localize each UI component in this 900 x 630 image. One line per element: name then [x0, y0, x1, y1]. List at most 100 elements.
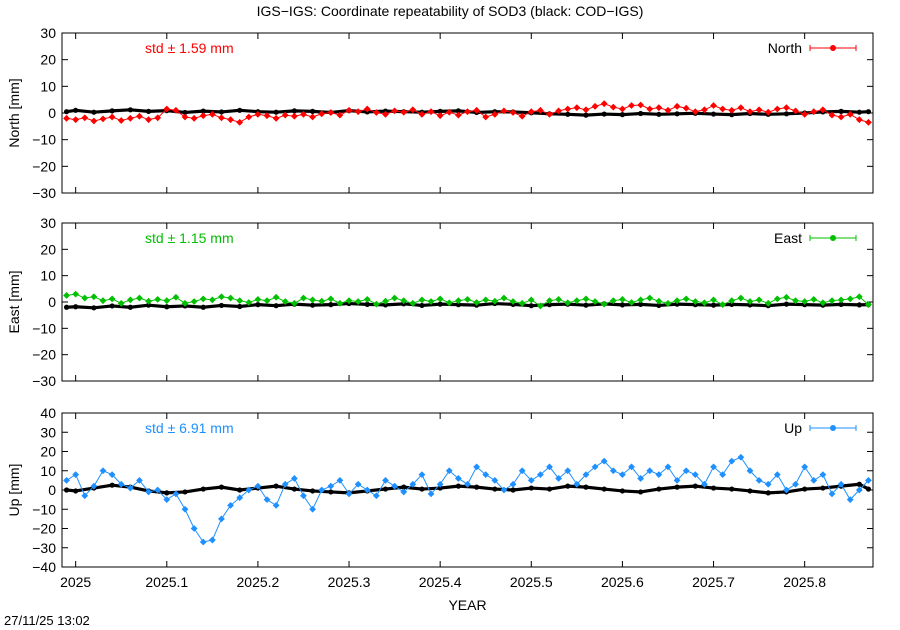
series-point — [691, 471, 699, 478]
series-point — [573, 104, 581, 112]
series-point — [819, 299, 827, 307]
series-point — [837, 480, 845, 488]
series-point — [327, 109, 335, 116]
legend-label: Up — [784, 420, 802, 436]
reference-point — [474, 484, 480, 490]
reference-point — [865, 109, 872, 115]
reference-point — [309, 108, 316, 114]
series-point — [801, 298, 809, 305]
series-point — [145, 488, 152, 496]
series-point — [682, 295, 690, 303]
series-point — [600, 457, 608, 465]
series-point — [783, 486, 790, 494]
series-point — [655, 471, 663, 478]
series-point — [427, 490, 435, 498]
reference-point — [783, 111, 790, 117]
series-point — [728, 106, 736, 114]
series-point — [126, 296, 134, 304]
series-point — [682, 467, 690, 475]
series-point — [81, 294, 89, 302]
reference-point — [710, 111, 717, 117]
series-point — [527, 296, 535, 304]
series-point — [619, 105, 626, 113]
y-tick-label: 20 — [40, 241, 56, 257]
series-point — [673, 297, 681, 305]
series-point — [573, 297, 581, 305]
series-point — [500, 486, 508, 494]
series-point — [99, 297, 107, 305]
panel-east: 30 20 10 0 −10 −20 −30 East [mm] std ± 1.15 mm Ea… — [6, 215, 874, 389]
series-point — [300, 492, 307, 500]
series-point — [591, 463, 599, 471]
reference-point — [437, 301, 443, 307]
series-point — [454, 475, 462, 482]
series-point — [363, 295, 371, 303]
series-point — [518, 467, 526, 475]
reference-point — [91, 109, 97, 115]
series-point — [318, 110, 326, 118]
series-point — [163, 297, 171, 305]
reference-point — [218, 302, 225, 309]
series-point — [628, 299, 635, 306]
series-point — [145, 116, 152, 124]
series-point — [300, 294, 307, 302]
series-point — [81, 492, 89, 500]
series-point — [582, 471, 590, 478]
series-point — [773, 295, 781, 303]
series-point — [336, 299, 344, 307]
series-point — [755, 476, 763, 484]
reference-point — [382, 302, 389, 308]
series-point — [509, 298, 517, 305]
reference-point — [856, 481, 862, 487]
y-tick-label: −10 — [32, 501, 56, 517]
series-point — [409, 299, 417, 307]
series-point — [354, 298, 362, 305]
series-point — [865, 476, 872, 484]
x-tick-label: 2025.3 — [328, 574, 371, 590]
reference-point — [528, 303, 534, 309]
reference-point — [200, 108, 206, 114]
series-point — [272, 293, 280, 301]
y-tick-label: 0 — [48, 105, 56, 121]
series-point — [464, 295, 471, 303]
footer-timestamp: 27/11/25 13:02 — [4, 613, 90, 628]
reference-point — [109, 108, 115, 114]
reference-point — [710, 302, 717, 308]
series-point — [199, 538, 207, 546]
reference-point — [291, 486, 297, 492]
series-point — [691, 108, 699, 116]
y-tick-label: 20 — [40, 52, 56, 68]
series-point — [464, 108, 471, 116]
reference-point — [565, 111, 571, 117]
reference-point — [838, 108, 844, 114]
reference-point — [63, 487, 70, 493]
reference-point — [856, 109, 862, 115]
series-point — [72, 471, 80, 478]
reference-point — [73, 107, 79, 113]
series-point — [208, 110, 216, 118]
reference-point — [510, 487, 516, 493]
series-point — [828, 490, 836, 498]
series-point — [473, 106, 481, 114]
series-point — [382, 297, 389, 305]
reference-point — [328, 302, 334, 308]
reference-point — [638, 110, 644, 117]
series-point — [63, 476, 70, 484]
x-tick-label: 2025.5 — [510, 574, 553, 590]
series-point — [454, 111, 462, 119]
series-point — [81, 114, 89, 122]
series-point — [336, 476, 344, 484]
reference-point — [583, 112, 589, 118]
std-label: std ± 6.91 mm — [145, 420, 234, 436]
series-point — [564, 299, 572, 307]
series-point — [281, 111, 289, 119]
series-point — [691, 298, 699, 305]
reference-point — [546, 486, 553, 492]
reference-point — [291, 108, 297, 114]
series-point — [136, 112, 143, 120]
series-point — [746, 298, 754, 305]
series-point — [509, 109, 517, 116]
reference-point — [218, 484, 225, 490]
reference-point — [838, 301, 844, 307]
legend-label: East — [774, 230, 802, 246]
